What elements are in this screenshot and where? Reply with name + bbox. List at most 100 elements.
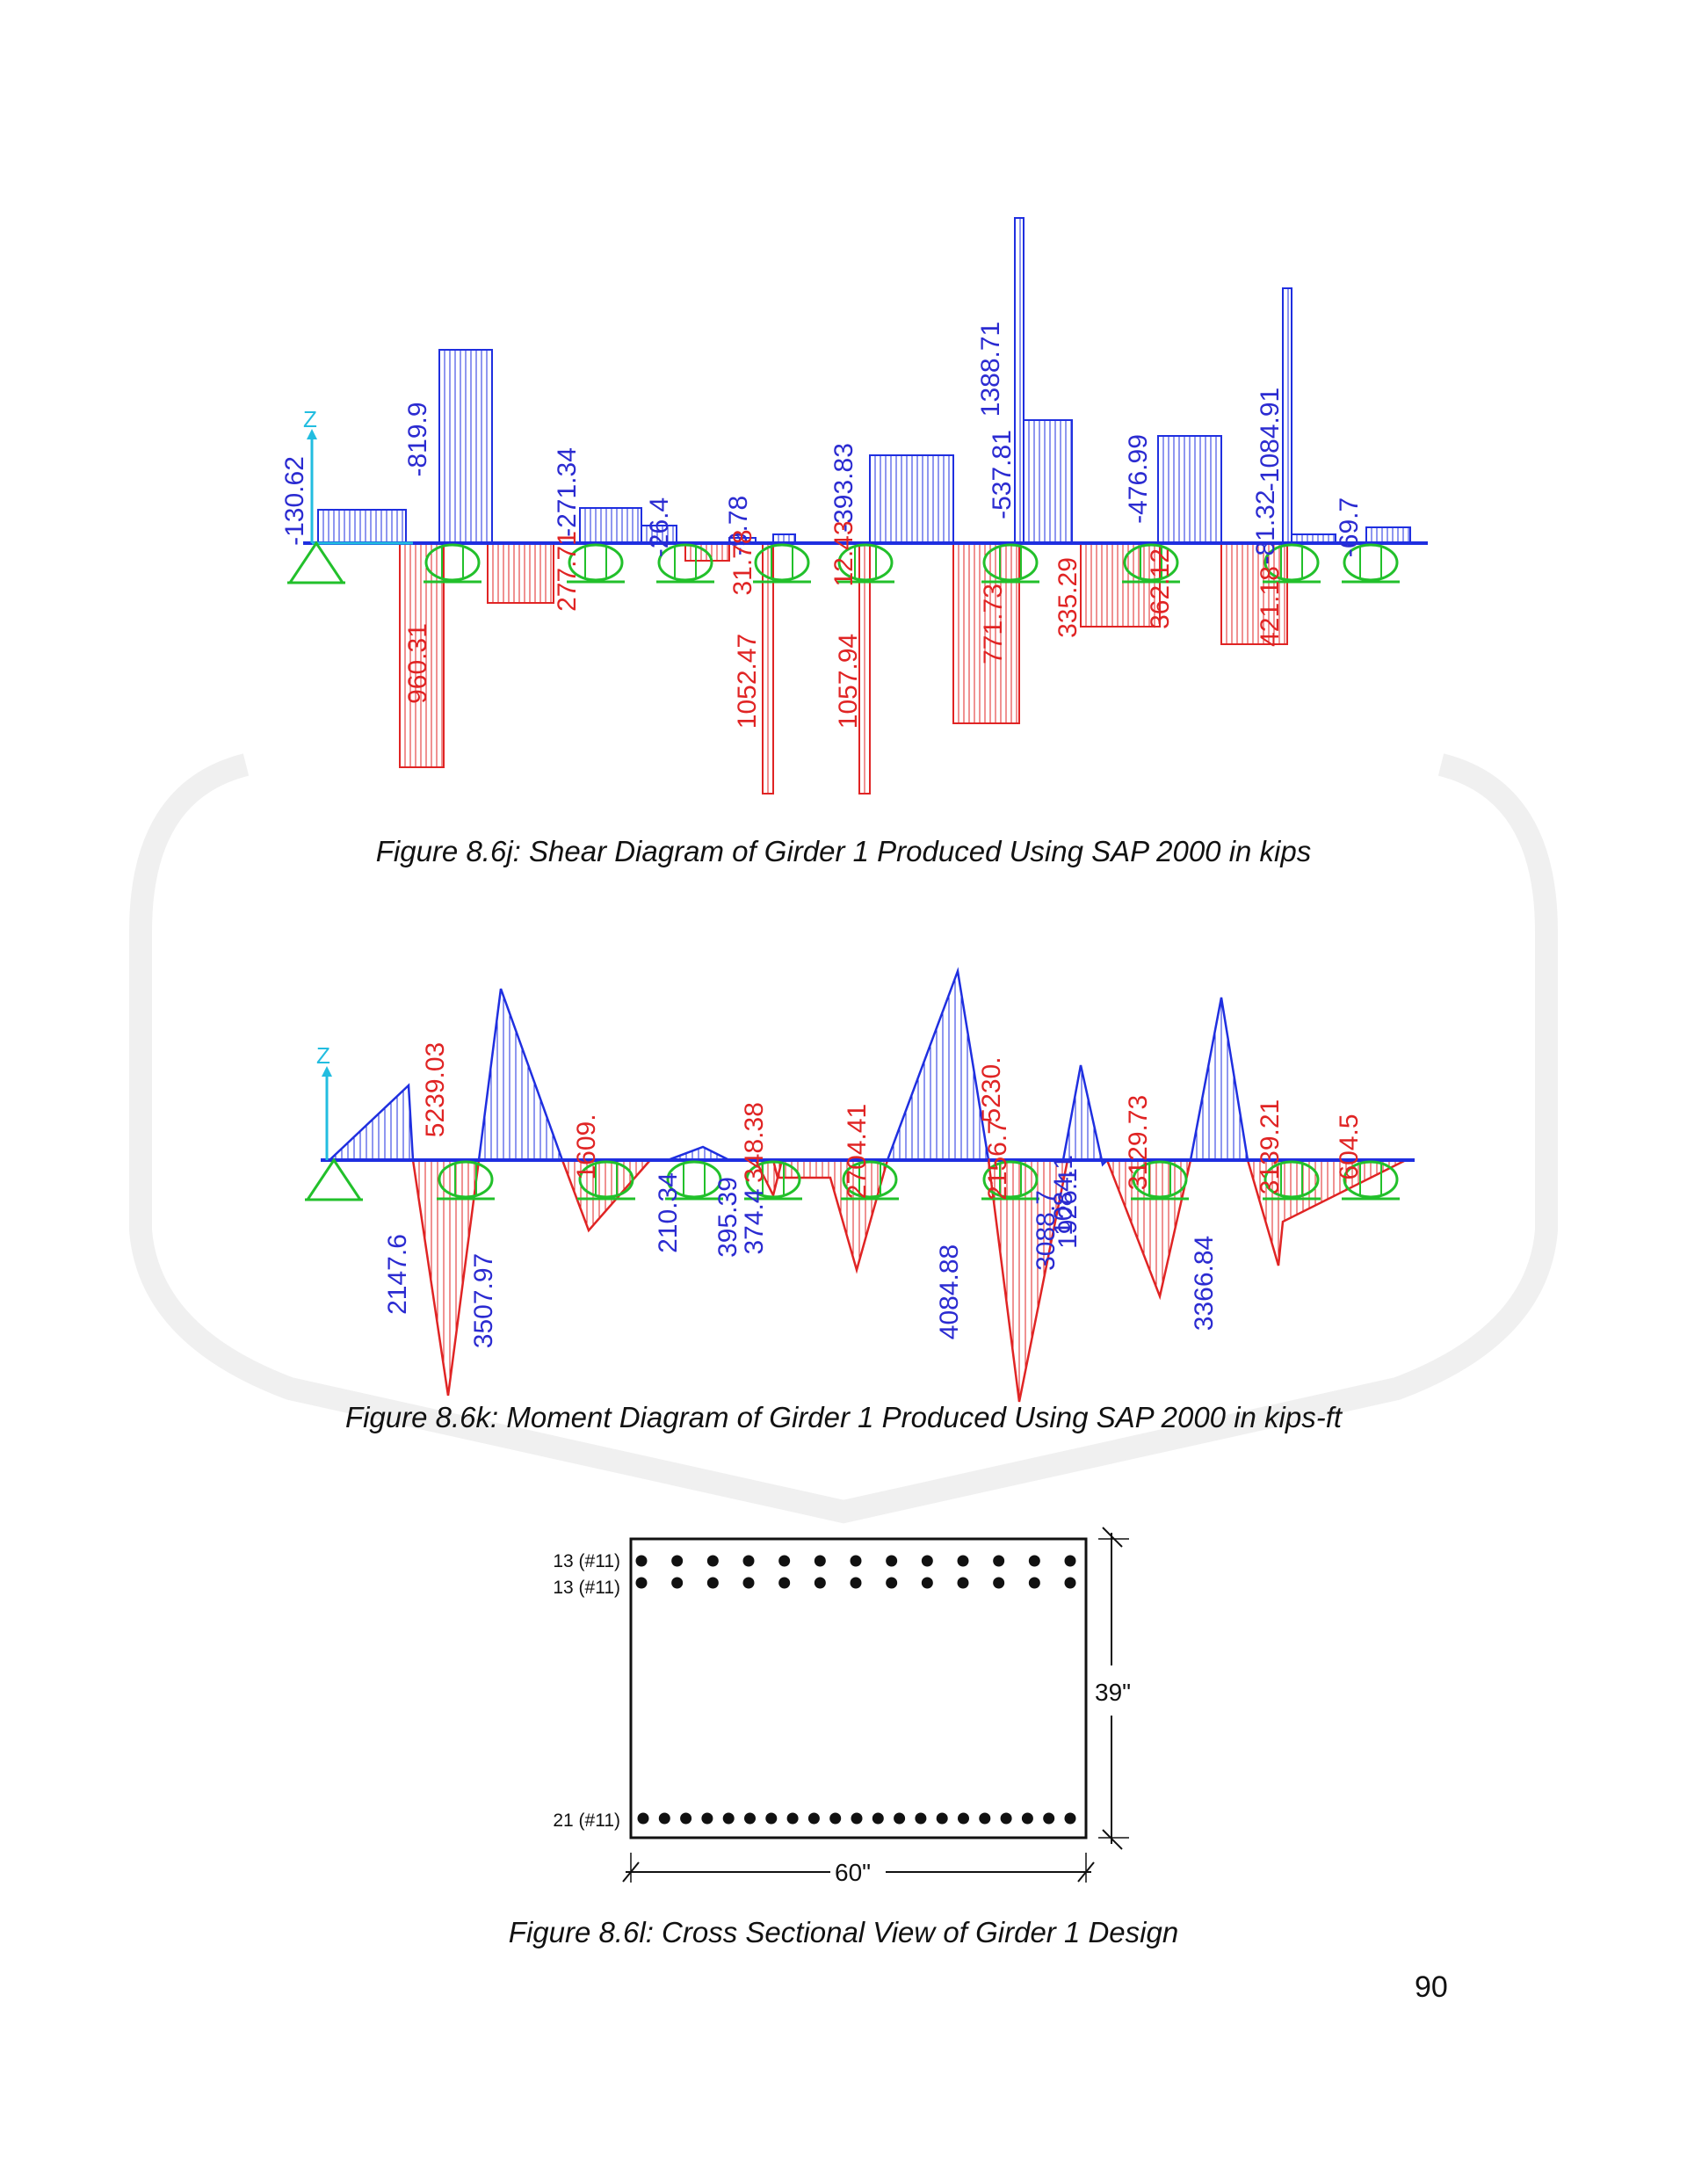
moment-support-3 [665, 1160, 723, 1201]
moment-support-2 [577, 1160, 635, 1201]
moment-support-6 [981, 1160, 1039, 1201]
rebar-bottom-12 [894, 1812, 906, 1825]
shear-positive-block-4 [579, 507, 642, 544]
shear-z-axis-label: Z [303, 406, 317, 432]
rebar-top1-9 [957, 1555, 969, 1567]
rebar-top1-6 [850, 1555, 862, 1567]
rebar-bottom-19 [1043, 1812, 1055, 1825]
moment-red-label-2: 2704.41 [843, 1104, 872, 1199]
moment-support-4 [744, 1160, 802, 1201]
rebar-top2-0 [635, 1577, 648, 1589]
page-number: 90 [1415, 1970, 1448, 2004]
shear-red-label-7: 335.29 [1053, 557, 1082, 638]
shear-blue-label-0: -130.62 [280, 456, 309, 546]
moment-red-label-5: 3139.21 [1256, 1099, 1285, 1194]
moment-red-label-1: 1609. [572, 1114, 601, 1179]
shear-red-label-0: 960.31 [403, 623, 432, 704]
shear-blue-label-3: -26.4 [645, 497, 674, 557]
shear-blue-label-6: -537.81 [988, 430, 1017, 519]
shear-positive-block-2 [438, 349, 493, 544]
rebar-bottom-9 [829, 1812, 842, 1825]
shear-support-3 [656, 543, 714, 584]
shear-support-1 [424, 543, 481, 584]
moment-blue-label-0: 2147.6 [383, 1234, 412, 1315]
rebar-bottom-7 [786, 1812, 799, 1825]
shear-red-label-8: 362.12 [1146, 548, 1175, 629]
moment-support-0 [305, 1157, 363, 1201]
rebar-top2-10 [993, 1577, 1005, 1589]
shear-red-label-3: 1052.47 [733, 634, 762, 729]
moment-positive-region-10 [1105, 1159, 1192, 1301]
rebar-top1-7 [886, 1555, 898, 1567]
shear-red-label-1: 277.71 [553, 531, 582, 612]
rebar-bottom-20 [1064, 1812, 1076, 1825]
rebar-top1-3 [742, 1555, 755, 1567]
rebar-top2-5 [814, 1577, 826, 1589]
bottom-row-label: 21 (#11) [553, 1810, 620, 1831]
shear-supports [287, 541, 1400, 584]
shear-support-4 [753, 543, 811, 584]
shear-positive-block-20 [1365, 526, 1411, 544]
rebar-top1-1 [671, 1555, 684, 1567]
moment-blue-label-7: 1926.1 [1053, 1168, 1082, 1249]
shear-positive-block-14 [1023, 419, 1073, 544]
moment-negative-region-2 [477, 988, 564, 1161]
shear-red-label-9: 421.18 [1256, 566, 1285, 647]
shear-red-label-6: 771.73 [979, 584, 1008, 664]
shear-diagram: Z -130.62 -819.9 -271.34 -26.4 -9.78 -393.83 -… [280, 217, 1428, 795]
shear-support-7 [1122, 543, 1180, 584]
moment-blue-label-9: 1084.1 [1049, 1155, 1078, 1236]
rebar-bottom-10 [851, 1812, 863, 1825]
shear-blue-label-1: -819.9 [403, 402, 432, 476]
rebar-top2-11 [1028, 1577, 1040, 1589]
rebar-top2-12 [1064, 1577, 1076, 1589]
moment-negative-region-9 [1061, 1064, 1108, 1167]
shear-negative-block-12 [952, 542, 1020, 724]
shear-positive-block-5 [641, 525, 677, 544]
rebar-bottom-14 [936, 1812, 948, 1825]
shear-blue-label-8: -476.99 [1124, 434, 1153, 524]
moment-support-5 [841, 1160, 899, 1201]
shear-caption: Figure 8.6j: Shear Diagram of Girder 1 P… [375, 835, 1312, 867]
moment-negative-region-11 [1189, 997, 1249, 1161]
rebar-bottom-18 [1021, 1812, 1033, 1825]
rebar-dots [635, 1555, 1076, 1825]
rebar-bottom-13 [915, 1812, 927, 1825]
shear-axes-icon: Z [303, 406, 413, 545]
shear-red-label-4: 12.43 [829, 520, 858, 586]
shear-support-5 [836, 543, 894, 584]
moment-support-1 [437, 1160, 495, 1201]
moment-negative-region-0 [329, 1083, 415, 1161]
cross-section: 13 (#11) 13 (#11) 21 (#11) 39" 60" [553, 1527, 1131, 1886]
shear-support-2 [567, 543, 625, 584]
moment-positive-region-1 [411, 1159, 481, 1397]
moment-red-label-7: 2156.7 [983, 1120, 1012, 1201]
shear-blue-label-5: -393.83 [829, 443, 858, 533]
shear-red-label-2: 31.78 [728, 529, 757, 595]
watermark-logo [129, 753, 1558, 1524]
width-label: 60" [835, 1859, 871, 1886]
shear-blue-label-2: -271.34 [553, 447, 582, 537]
moment-support-9 [1342, 1160, 1400, 1201]
rebar-top1-5 [814, 1555, 826, 1567]
shear-blue-label-9: -1084.91 [1256, 388, 1285, 491]
moment-caption: Figure 8.6k: Moment Diagram of Girder 1 … [344, 1401, 1343, 1433]
moment-red-label-0: 5239.03 [421, 1042, 450, 1137]
rebar-top1-4 [778, 1555, 791, 1567]
rebar-bottom-17 [1000, 1812, 1012, 1825]
rebar-top1-2 [706, 1555, 719, 1567]
moment-axes-icon: Z [316, 1042, 332, 1160]
shear-blue-label-10: -81.32 [1251, 490, 1280, 564]
shear-red-label-5: 1057.94 [834, 634, 863, 729]
moment-blue-label-1: 3507.97 [469, 1253, 498, 1348]
rebar-top1-0 [635, 1555, 648, 1567]
rebar-bottom-4 [722, 1812, 735, 1825]
moment-blue-label-3: 395.39 [713, 1177, 742, 1258]
moment-support-8 [1263, 1160, 1321, 1201]
moment-red-label-4: 3129.73 [1124, 1095, 1153, 1190]
top-row-1-label: 13 (#11) [553, 1551, 620, 1571]
rebar-bottom-11 [872, 1812, 884, 1825]
moment-diagram: Z 5239.03 1609. 2704.41 5230. 3129.73 3139.21… [305, 967, 1415, 1403]
rebar-top2-3 [742, 1577, 755, 1589]
